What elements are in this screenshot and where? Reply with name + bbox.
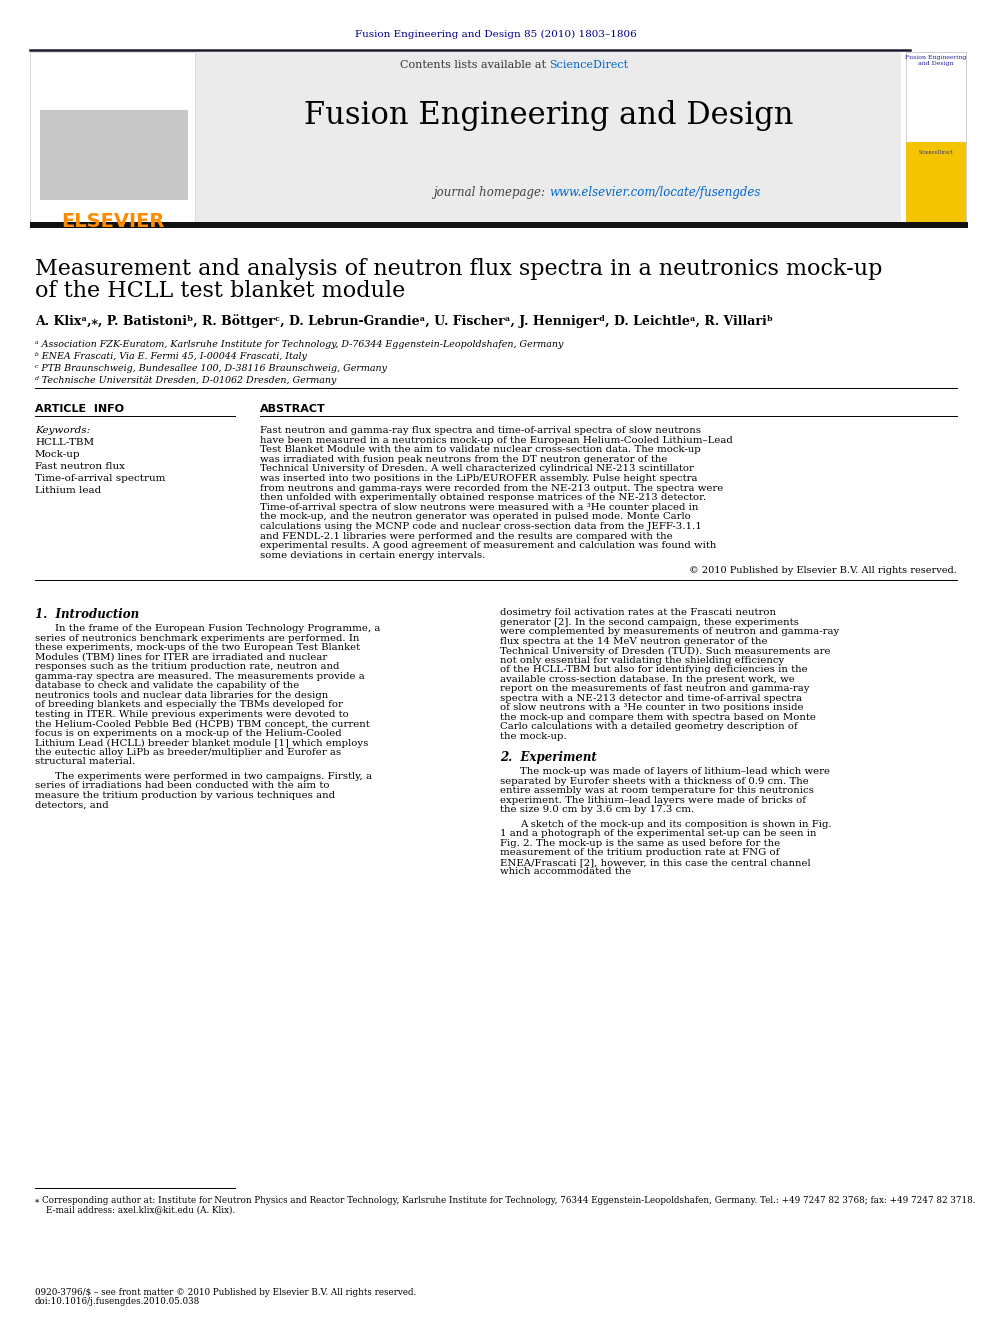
- Text: Lithium lead: Lithium lead: [35, 486, 101, 495]
- Text: structural material.: structural material.: [35, 757, 135, 766]
- Text: available cross-section database. In the present work, we: available cross-section database. In the…: [500, 675, 795, 684]
- Text: gamma-ray spectra are measured. The measurements provide a: gamma-ray spectra are measured. The meas…: [35, 672, 365, 681]
- Text: from neutrons and gamma-rays were recorded from the NE-213 output. The spectra w: from neutrons and gamma-rays were record…: [260, 484, 723, 492]
- Text: dosimetry foil activation rates at the Frascati neutron: dosimetry foil activation rates at the F…: [500, 609, 776, 618]
- Text: flux spectra at the 14 MeV neutron generator of the: flux spectra at the 14 MeV neutron gener…: [500, 636, 768, 646]
- Text: experimental results. A good agreement of measurement and calculation was found : experimental results. A good agreement o…: [260, 541, 716, 550]
- Text: entire assembly was at room temperature for this neutronics: entire assembly was at room temperature …: [500, 786, 813, 795]
- Text: Time-of-arrival spectrum: Time-of-arrival spectrum: [35, 474, 166, 483]
- Text: © 2010 Published by Elsevier B.V. All rights reserved.: © 2010 Published by Elsevier B.V. All ri…: [689, 566, 957, 576]
- Text: neutronics tools and nuclear data libraries for the design: neutronics tools and nuclear data librar…: [35, 691, 328, 700]
- Text: ARTICLE  INFO: ARTICLE INFO: [35, 404, 124, 414]
- Text: have been measured in a neutronics mock-up of the European Helium-Cooled Lithium: have been measured in a neutronics mock-…: [260, 435, 733, 445]
- Text: and FENDL-2.1 libraries were performed and the results are compared with the: and FENDL-2.1 libraries were performed a…: [260, 532, 673, 541]
- Text: ABSTRACT: ABSTRACT: [260, 404, 325, 414]
- Text: focus is on experiments on a mock-up of the Helium-Cooled: focus is on experiments on a mock-up of …: [35, 729, 341, 738]
- Text: The experiments were performed in two campaigns. Firstly, a: The experiments were performed in two ca…: [55, 771, 372, 781]
- Text: of breeding blankets and especially the TBMs developed for: of breeding blankets and especially the …: [35, 700, 343, 709]
- Text: The mock-up was made of layers of lithium–lead which were: The mock-up was made of layers of lithiu…: [520, 767, 830, 777]
- FancyBboxPatch shape: [30, 52, 195, 222]
- FancyBboxPatch shape: [906, 142, 966, 222]
- Text: Technical University of Dresden (TUD). Such measurements are: Technical University of Dresden (TUD). S…: [500, 647, 830, 655]
- Text: Time-of-arrival spectra of slow neutrons were measured with a ³He counter placed: Time-of-arrival spectra of slow neutrons…: [260, 503, 698, 512]
- FancyBboxPatch shape: [40, 110, 188, 200]
- Text: series of irradiations had been conducted with the aim to: series of irradiations had been conducte…: [35, 782, 329, 790]
- Text: Contents lists available at: Contents lists available at: [400, 60, 549, 70]
- Text: experiment. The lithium–lead layers were made of bricks of: experiment. The lithium–lead layers were…: [500, 796, 806, 804]
- Text: measurement of the tritium production rate at FNG of: measurement of the tritium production ra…: [500, 848, 780, 857]
- Text: ScienceDirect: ScienceDirect: [549, 60, 628, 70]
- Text: the eutectic alloy LiPb as breeder/multiplier and Eurofer as: the eutectic alloy LiPb as breeder/multi…: [35, 747, 341, 757]
- Text: ELSEVIER: ELSEVIER: [62, 212, 165, 232]
- Text: Measurement and analysis of neutron flux spectra in a neutronics mock-up: Measurement and analysis of neutron flux…: [35, 258, 882, 280]
- Text: not only essential for validating the shielding efficiency: not only essential for validating the sh…: [500, 656, 785, 665]
- Text: ENEA/Frascati [2], however, in this case the central channel: ENEA/Frascati [2], however, in this case…: [500, 857, 810, 867]
- Text: was inserted into two positions in the LiPb/EUROFER assembly. Pulse height spect: was inserted into two positions in the L…: [260, 474, 697, 483]
- Text: E-mail address: axel.klix@kit.edu (A. Klix).: E-mail address: axel.klix@kit.edu (A. Kl…: [35, 1205, 235, 1215]
- Text: 1.  Introduction: 1. Introduction: [35, 609, 139, 622]
- Text: journal homepage:: journal homepage:: [434, 187, 549, 198]
- Text: the Helium-Cooled Pebble Bed (HCPB) TBM concept, the current: the Helium-Cooled Pebble Bed (HCPB) TBM …: [35, 720, 370, 729]
- Text: Fusion Engineering and Design: Fusion Engineering and Design: [305, 101, 794, 131]
- Text: database to check and validate the capability of the: database to check and validate the capab…: [35, 681, 300, 691]
- Text: Fast neutron and gamma-ray flux spectra and time-of-arrival spectra of slow neut: Fast neutron and gamma-ray flux spectra …: [260, 426, 701, 435]
- Text: A sketch of the mock-up and its composition is shown in Fig.: A sketch of the mock-up and its composit…: [520, 820, 831, 830]
- Text: ᵃ Association FZK-Euratom, Karlsruhe Institute for Technology, D-76344 Eggenstei: ᵃ Association FZK-Euratom, Karlsruhe Ins…: [35, 340, 563, 349]
- Text: HCLL-TBM: HCLL-TBM: [35, 438, 94, 447]
- FancyBboxPatch shape: [906, 52, 966, 222]
- Text: ᵇ ENEA Frascati, Via E. Fermi 45, I-00044 Frascati, Italy: ᵇ ENEA Frascati, Via E. Fermi 45, I-0004…: [35, 352, 307, 361]
- Text: responses such as the tritium production rate, neutron and: responses such as the tritium production…: [35, 663, 339, 671]
- Text: generator [2]. In the second campaign, these experiments: generator [2]. In the second campaign, t…: [500, 618, 799, 627]
- Text: spectra with a NE-213 detector and time-of-arrival spectra: spectra with a NE-213 detector and time-…: [500, 693, 802, 703]
- Text: report on the measurements of fast neutron and gamma-ray: report on the measurements of fast neutr…: [500, 684, 809, 693]
- Text: Modules (TBM) lines for ITER are irradiated and nuclear: Modules (TBM) lines for ITER are irradia…: [35, 652, 327, 662]
- Text: the size 9.0 cm by 3.6 cm by 17.3 cm.: the size 9.0 cm by 3.6 cm by 17.3 cm.: [500, 806, 694, 815]
- Text: doi:10.1016/j.fusengdes.2010.05.038: doi:10.1016/j.fusengdes.2010.05.038: [35, 1297, 200, 1306]
- Text: the mock-up and compare them with spectra based on Monte: the mock-up and compare them with spectr…: [500, 713, 815, 722]
- Text: ᶜ PTB Braunschweig, Bundesallee 100, D-38116 Braunschweig, Germany: ᶜ PTB Braunschweig, Bundesallee 100, D-3…: [35, 364, 387, 373]
- Text: Keywords:: Keywords:: [35, 426, 90, 435]
- Text: Fig. 2. The mock-up is the same as used before for the: Fig. 2. The mock-up is the same as used …: [500, 839, 780, 848]
- Text: then unfolded with experimentally obtained response matrices of the NE-213 detec: then unfolded with experimentally obtain…: [260, 493, 706, 503]
- Text: 1 and a photograph of the experimental set-up can be seen in: 1 and a photograph of the experimental s…: [500, 830, 816, 839]
- Text: of the HCLL test blanket module: of the HCLL test blanket module: [35, 280, 406, 302]
- Text: the mock-up, and the neutron generator was operated in pulsed mode. Monte Carlo: the mock-up, and the neutron generator w…: [260, 512, 690, 521]
- Text: 0920-3796/$ – see front matter © 2010 Published by Elsevier B.V. All rights rese: 0920-3796/$ – see front matter © 2010 Pu…: [35, 1289, 417, 1297]
- FancyBboxPatch shape: [196, 52, 901, 222]
- Text: ⁎ Corresponding author at: Institute for Neutron Physics and Reactor Technology,: ⁎ Corresponding author at: Institute for…: [35, 1196, 975, 1205]
- Text: was irradiated with fusion peak neutrons from the DT neutron generator of the: was irradiated with fusion peak neutrons…: [260, 455, 668, 464]
- Text: Lithium Lead (HCLL) breeder blanket module [1] which employs: Lithium Lead (HCLL) breeder blanket modu…: [35, 738, 368, 747]
- Text: were complemented by measurements of neutron and gamma-ray: were complemented by measurements of neu…: [500, 627, 839, 636]
- Text: the mock-up.: the mock-up.: [500, 732, 566, 741]
- Text: of the HCLL-TBM but also for identifying deficiencies in the: of the HCLL-TBM but also for identifying…: [500, 665, 807, 675]
- Text: Technical University of Dresden. A well characterized cylindrical NE-213 scintil: Technical University of Dresden. A well …: [260, 464, 693, 474]
- Text: these experiments, mock-ups of the two European Test Blanket: these experiments, mock-ups of the two E…: [35, 643, 360, 652]
- FancyBboxPatch shape: [30, 222, 968, 228]
- Text: Fusion Engineering
and Design: Fusion Engineering and Design: [906, 56, 966, 66]
- Text: Fusion Engineering and Design 85 (2010) 1803–1806: Fusion Engineering and Design 85 (2010) …: [355, 30, 637, 40]
- Text: of slow neutrons with a ³He counter in two positions inside: of slow neutrons with a ³He counter in t…: [500, 704, 804, 712]
- Text: separated by Eurofer sheets with a thickness of 0.9 cm. The: separated by Eurofer sheets with a thick…: [500, 777, 808, 786]
- Text: Test Blanket Module with the aim to validate nuclear cross-section data. The moc: Test Blanket Module with the aim to vali…: [260, 446, 700, 454]
- Text: 2.  Experiment: 2. Experiment: [500, 751, 597, 765]
- Text: detectors, and: detectors, and: [35, 800, 109, 810]
- Text: www.elsevier.com/locate/fusengdes: www.elsevier.com/locate/fusengdes: [549, 187, 761, 198]
- Text: In the frame of the European Fusion Technology Programme, a: In the frame of the European Fusion Tech…: [55, 624, 380, 634]
- Text: testing in ITER. While previous experiments were devoted to: testing in ITER. While previous experime…: [35, 710, 349, 718]
- Text: Fast neutron flux: Fast neutron flux: [35, 462, 125, 471]
- Text: some deviations in certain energy intervals.: some deviations in certain energy interv…: [260, 550, 485, 560]
- Text: which accommodated the: which accommodated the: [500, 868, 631, 876]
- Text: measure the tritium production by various techniques and: measure the tritium production by variou…: [35, 791, 335, 800]
- Text: Carlo calculations with a detailed geometry description of: Carlo calculations with a detailed geome…: [500, 722, 798, 732]
- Text: calculations using the MCNP code and nuclear cross-section data from the JEFF-3.: calculations using the MCNP code and nuc…: [260, 523, 701, 531]
- Text: Mock-up: Mock-up: [35, 450, 80, 459]
- Text: ScienceDirect: ScienceDirect: [919, 149, 953, 155]
- Text: ᵈ Technische Universität Dresden, D-01062 Dresden, Germany: ᵈ Technische Universität Dresden, D-0106…: [35, 376, 336, 385]
- Text: series of neutronics benchmark experiments are performed. In: series of neutronics benchmark experimen…: [35, 634, 359, 643]
- Text: A. Klixᵃ,⁎, P. Batistoniᵇ, R. Böttgerᶜ, D. Lebrun-Grandieᵃ, U. Fischerᵃ, J. Henn: A. Klixᵃ,⁎, P. Batistoniᵇ, R. Böttgerᶜ, …: [35, 314, 773, 328]
